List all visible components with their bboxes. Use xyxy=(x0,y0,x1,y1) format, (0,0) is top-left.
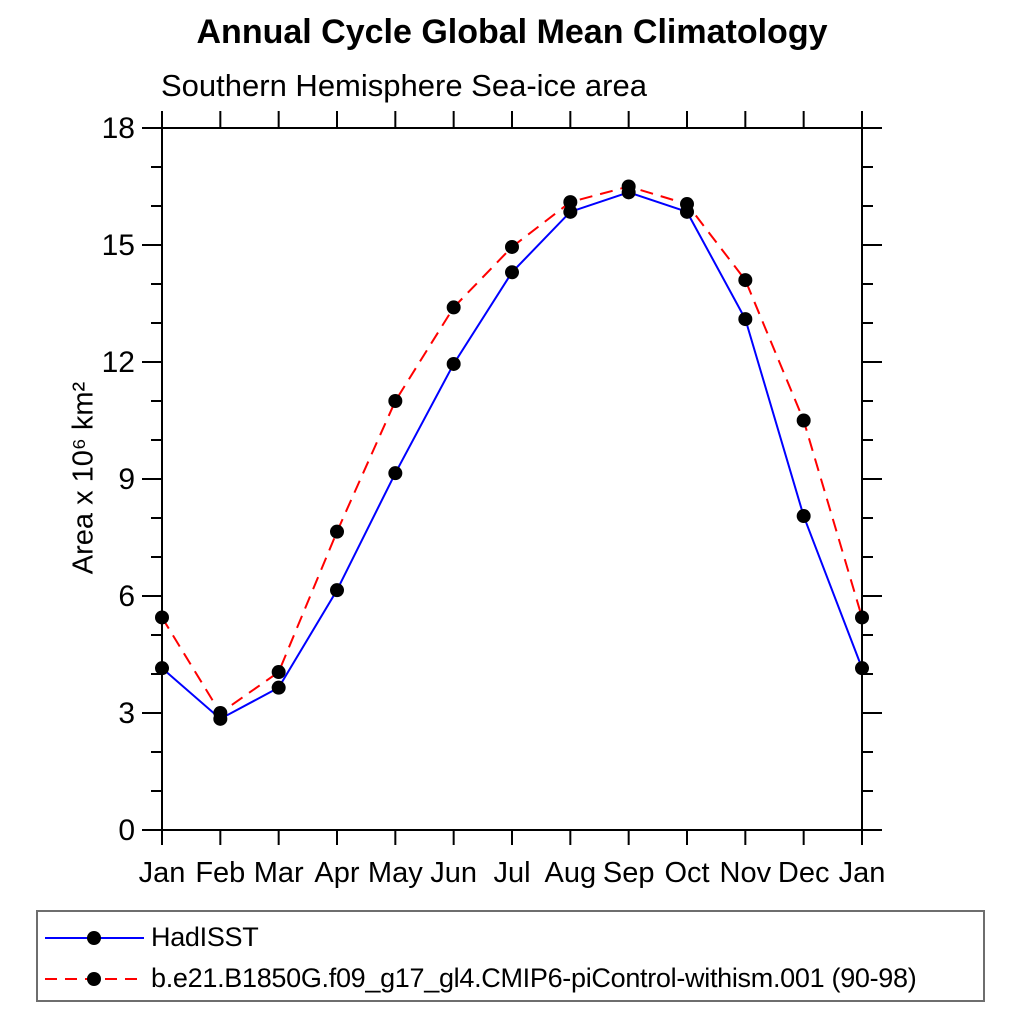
x-tick-label: Oct xyxy=(664,857,709,889)
data-point xyxy=(155,610,169,625)
y-tick-label: 3 xyxy=(118,697,135,730)
x-tick-label: Jan xyxy=(139,857,186,889)
legend-label: HadISST xyxy=(151,922,259,952)
data-point xyxy=(738,312,753,327)
legend-item-model: b.e21.B1850G.f09_g17_gl4.CMIP6-piControl… xyxy=(38,958,983,999)
x-tick-label: Nov xyxy=(720,857,772,889)
data-point xyxy=(388,394,403,408)
y-tick-label: 0 xyxy=(118,814,135,847)
data-point xyxy=(155,661,169,676)
x-tick-label: Apr xyxy=(314,857,359,889)
data-point xyxy=(563,204,578,219)
chart-title: Annual Cycle Global Mean Climatology xyxy=(196,13,828,51)
y-tick-label: 18 xyxy=(102,112,135,145)
axis-labels: Jan Feb Mar Apr May Jun Jul Aug Sep Oct Nov Dec Jan0… xyxy=(102,112,886,889)
legend-line-dashed-icon xyxy=(45,971,144,986)
axes xyxy=(142,111,882,845)
x-tick-label: Jan xyxy=(839,857,886,889)
legend-line-solid-icon xyxy=(45,930,144,945)
legend: HadISST b.e21.B1850G.f09_g17_gl4.CMIP6-p… xyxy=(36,910,985,1002)
data-point xyxy=(621,179,636,194)
x-tick-label: Aug xyxy=(545,857,597,889)
y-tick-label: 12 xyxy=(102,346,135,379)
y-tick-label: 15 xyxy=(102,229,135,262)
data-point xyxy=(446,356,461,371)
data-series xyxy=(155,179,869,726)
legend-label: b.e21.B1850G.f09_g17_gl4.CMIP6-piControl… xyxy=(151,963,917,993)
x-tick-label: Jul xyxy=(493,857,530,889)
data-point xyxy=(388,466,403,481)
data-point xyxy=(680,197,694,212)
data-point xyxy=(563,195,578,210)
plot-frame xyxy=(161,127,863,831)
x-tick-label: Mar xyxy=(254,857,304,889)
y-tick-label: 9 xyxy=(118,463,135,496)
x-tick-label: Feb xyxy=(195,857,245,889)
x-tick-label: Dec xyxy=(778,857,830,889)
data-point xyxy=(330,583,344,598)
data-point xyxy=(855,661,869,676)
data-point xyxy=(505,239,519,254)
x-tick-label: Jun xyxy=(430,857,477,889)
data-point xyxy=(738,273,753,288)
data-point xyxy=(796,413,811,428)
x-tick-label: Sep xyxy=(603,857,655,889)
legend-item-hadisst: HadISST xyxy=(38,917,983,958)
data-point xyxy=(330,524,344,539)
data-point xyxy=(271,680,286,695)
data-point xyxy=(505,265,519,280)
data-point xyxy=(271,665,286,680)
chart-subtitle: Southern Hemisphere Sea-ice area xyxy=(161,68,647,103)
data-point xyxy=(446,300,461,315)
y-tick-label: 6 xyxy=(118,580,135,613)
x-tick-label: May xyxy=(368,857,423,889)
data-point xyxy=(796,509,811,524)
data-point xyxy=(213,706,228,720)
data-point xyxy=(855,610,869,625)
